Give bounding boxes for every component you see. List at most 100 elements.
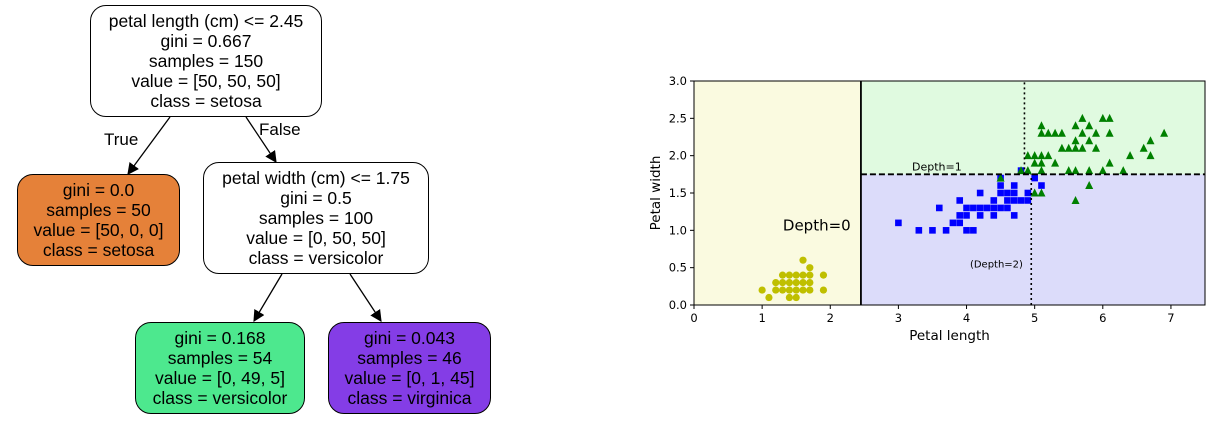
setosa-point <box>806 271 814 279</box>
x-tick-label: 2 <box>827 311 834 325</box>
setosa-point <box>785 293 793 302</box>
virginica-point <box>1071 143 1080 152</box>
versicolor-point <box>990 212 998 219</box>
virginica-point <box>996 173 1005 182</box>
node-root-line: class = setosa <box>150 91 262 111</box>
versicolor-point <box>1010 212 1018 219</box>
virginica-point <box>1044 128 1053 137</box>
versicolor-point <box>949 219 957 227</box>
region-setosa <box>694 81 861 305</box>
virginica-point <box>1078 128 1087 137</box>
tree-edges <box>127 116 382 323</box>
y-tick-label: 2.0 <box>669 149 687 163</box>
versicolor-point <box>895 219 902 227</box>
setosa-point <box>778 279 787 287</box>
node-versicolor-leaf: gini = 0.168 samples = 54 value = [0, 49… <box>135 322 305 414</box>
virginica-point <box>1139 143 1148 152</box>
virginica-point <box>1071 121 1080 130</box>
versicolor-point <box>935 204 943 212</box>
virginica-point <box>1078 143 1087 152</box>
virginica-point <box>1105 158 1114 167</box>
node-versicolor-line: samples = 54 <box>167 348 273 368</box>
setosa-point <box>792 271 800 279</box>
virginica-point <box>1098 166 1107 175</box>
versicolor-point <box>1038 182 1045 189</box>
setosa-point <box>772 286 780 294</box>
versicolor-point <box>956 212 964 219</box>
setosa-point <box>799 271 807 279</box>
versicolor-point <box>997 182 1004 189</box>
virginica-point <box>1023 151 1032 160</box>
setosa-point <box>765 293 773 302</box>
setosa-point <box>806 279 814 287</box>
setosa-point <box>778 271 787 279</box>
virginica-point <box>1044 151 1053 160</box>
y-tick-label: 0.0 <box>669 298 687 312</box>
virginica-point <box>1017 166 1026 175</box>
y-tick-label: 0.5 <box>669 261 687 275</box>
versicolor-point <box>1017 197 1025 204</box>
versicolor-point <box>997 204 1004 212</box>
virginica-point <box>1057 128 1066 137</box>
node-right-line: samples = 100 <box>258 208 374 228</box>
versicolor-point <box>990 197 998 204</box>
node-right-line: value = [0, 50, 50] <box>246 228 386 248</box>
versicolor-point <box>1024 189 1032 197</box>
node-right-split: petal width (cm) <= 1.75 gini = 0.5 samp… <box>203 162 429 274</box>
setosa-point <box>785 286 793 294</box>
node-versicolor-line: gini = 0.168 <box>174 328 266 348</box>
node-versicolor-line: class = versicolor <box>152 388 288 408</box>
versicolor-point <box>1031 174 1038 182</box>
node-root-line: value = [50, 50, 50] <box>131 71 281 91</box>
node-virginica-line: class = virginica <box>347 388 472 408</box>
node-root-line: samples = 150 <box>148 51 264 71</box>
node-root-line: petal length (cm) <= 2.45 <box>108 11 304 31</box>
versicolor-point <box>915 227 923 234</box>
x-tick-label: 0 <box>690 311 697 325</box>
virginica-point <box>1105 113 1114 122</box>
node-right-line: petal width (cm) <= 1.75 <box>222 168 410 188</box>
virginica-point <box>1146 136 1155 145</box>
edge-label-false: False <box>259 120 301 139</box>
virginica-point <box>1085 166 1094 175</box>
x-tick-label: 7 <box>1167 311 1174 325</box>
y-axis-label: Petal width <box>648 156 664 231</box>
node-versicolor-line: value = [0, 49, 5] <box>155 368 285 388</box>
setosa-point <box>806 286 814 294</box>
decision-boundary-plot: 0 1 2 3 4 5 6 7 0.0 0.5 1.0 1.5 2.0 2.5 3.0 Petal lengt… <box>648 74 1206 344</box>
versicolor-point <box>983 204 991 212</box>
virginica-point <box>1051 128 1060 137</box>
versicolor-point <box>976 204 984 212</box>
virginica-point <box>1037 188 1046 197</box>
virginica-point <box>1098 113 1107 122</box>
virginica-point <box>1085 181 1094 190</box>
versicolor-point <box>976 189 984 197</box>
setosa-point <box>778 286 787 294</box>
versicolor-point <box>1010 197 1018 204</box>
node-root: petal length (cm) <= 2.45 gini = 0.667 s… <box>90 5 322 117</box>
virginica-point <box>1160 128 1169 137</box>
node-right-line: gini = 0.5 <box>280 188 352 208</box>
versicolor-point <box>1004 204 1011 212</box>
versicolor-point <box>942 227 950 234</box>
versicolor-point <box>929 227 936 234</box>
x-tick-label: 3 <box>895 311 902 325</box>
versicolor-point <box>963 204 970 212</box>
setosa-point <box>819 286 828 294</box>
setosa-point <box>806 264 814 272</box>
setosa-point <box>785 271 793 279</box>
edge-root-left <box>127 116 171 175</box>
setosa-point <box>799 279 807 287</box>
versicolor-point <box>997 189 1004 197</box>
virginica-point <box>1030 188 1039 197</box>
annotation-label: (Depth=2) <box>970 260 1023 271</box>
edge-right-left <box>253 273 283 323</box>
virginica-point <box>1037 166 1046 175</box>
setosa-point <box>792 286 800 294</box>
versicolor-point <box>970 204 977 212</box>
x-axis-label: Petal length <box>909 328 990 344</box>
y-tick-label: 1.0 <box>669 223 687 237</box>
virginica-point <box>1037 121 1046 130</box>
setosa-point <box>792 293 800 302</box>
y-tick-label: 2.5 <box>669 111 687 125</box>
